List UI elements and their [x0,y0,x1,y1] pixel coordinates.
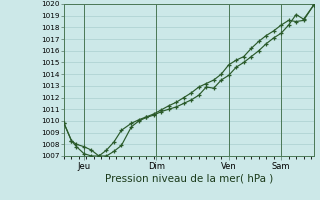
X-axis label: Pression niveau de la mer( hPa ): Pression niveau de la mer( hPa ) [105,173,273,183]
